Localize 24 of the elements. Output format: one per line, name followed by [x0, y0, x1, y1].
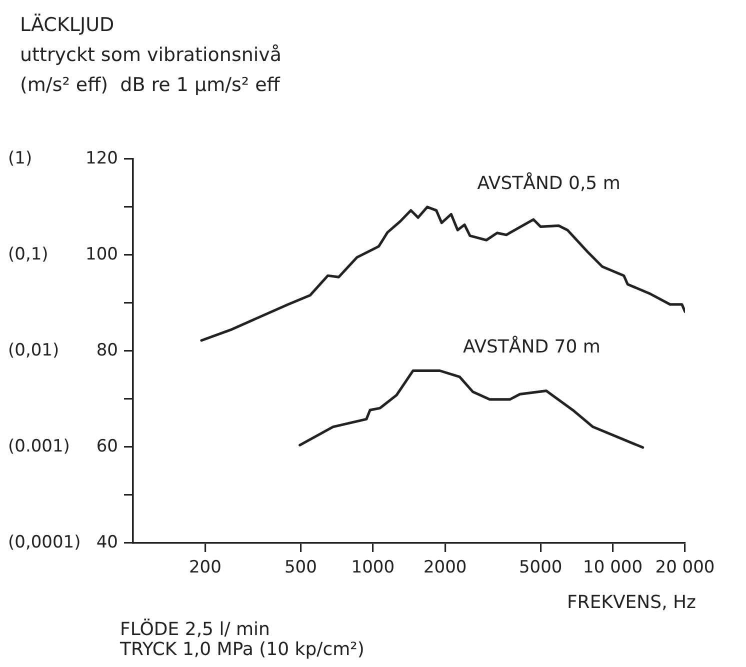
x-axis-title: FREKVENS, Hz — [566, 592, 696, 613]
text: FLÖDE 2,5 l/ min — [120, 619, 270, 640]
series-label: AVSTÅND 70 m — [463, 336, 600, 358]
x-tick-label: 200 — [188, 558, 222, 578]
text: (1) — [8, 148, 32, 168]
y-tick-label: 120 — [86, 148, 118, 168]
text: TRYCK 1,0 MPa (10 kp/cm²) — [120, 639, 364, 660]
y-tick-label: 40 — [96, 532, 118, 552]
series-label: AVSTÅND 0,5 m — [477, 172, 620, 194]
x-tick-label: 2000 — [423, 558, 467, 578]
text: (0,1) — [8, 244, 48, 264]
text: (0,01) — [8, 340, 60, 360]
y-axis-title: uttryckt som vibrationsnivå (m/s² eff) dB re 1 μm/s² eff — [20, 43, 282, 98]
y-tick-label: 100 — [86, 244, 118, 264]
text: (0,0001) — [8, 532, 81, 552]
x-tick-label: 1000 — [351, 558, 395, 578]
y-tick-label: 60 — [96, 436, 118, 456]
x-tick-label: 20 000 — [655, 558, 715, 578]
x-tick-label: 500 — [284, 558, 317, 578]
x-tick-label: 10 000 — [583, 558, 643, 578]
text: (0.001) — [8, 436, 70, 456]
y-tick-label: 80 — [96, 340, 118, 360]
x-tick-label: 5000 — [518, 558, 562, 578]
chart-title: LÄCKLJUD — [20, 14, 114, 36]
